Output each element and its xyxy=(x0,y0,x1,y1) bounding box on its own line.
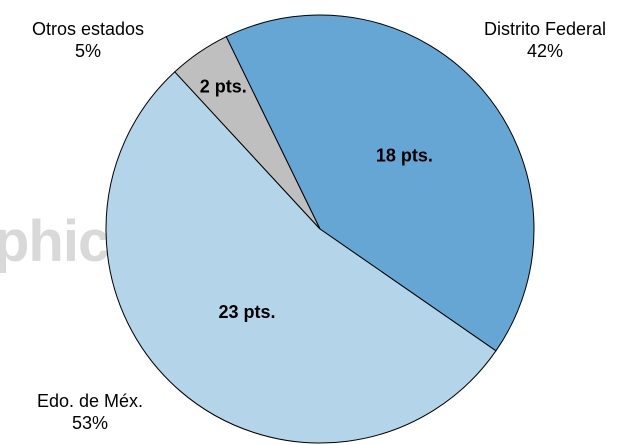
slice-category-otros-estados: Otros estados xyxy=(31,19,145,39)
slice-value-label-0: 18 pts. xyxy=(376,145,433,165)
slice-label-otros-estados: Otros estados 5% xyxy=(0,18,178,62)
pie-slice-0 xyxy=(225,14,535,352)
slice-percent-otros-estados: 5% xyxy=(74,41,101,61)
slice-percent-edo-de-mex: 53% xyxy=(71,413,109,433)
slice-value-label-2: 2 pts. xyxy=(200,76,247,96)
slice-label-edo-de-mex: Edo. de Méx. 53% xyxy=(0,390,180,434)
slice-category-distrito-federal: Distrito Federal xyxy=(483,19,607,39)
slice-percent-distrito-federal: 42% xyxy=(526,41,564,61)
slice-value-label-1: 23 pts. xyxy=(218,302,275,322)
pie-slice-1 xyxy=(105,71,497,444)
slice-category-edo-de-mex: Edo. de Méx. xyxy=(36,391,144,411)
pie-slice-2 xyxy=(174,35,321,230)
slice-label-distrito-federal: Distrito Federal 42% xyxy=(455,18,630,62)
watermark-text: phic xyxy=(0,209,110,274)
